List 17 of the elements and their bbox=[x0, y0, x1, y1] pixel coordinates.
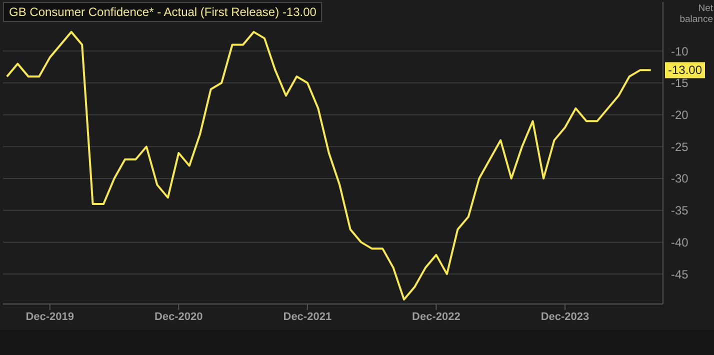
y-tick-label: -25 bbox=[671, 140, 689, 154]
annotation: -13.00 bbox=[668, 63, 702, 78]
x-tick-label: Dec-2023 bbox=[540, 310, 590, 323]
x-tick-label: Dec-2020 bbox=[154, 310, 203, 323]
line-series bbox=[6, 30, 652, 301]
y-tick-label: -40 bbox=[671, 235, 689, 250]
x-tick-label: Dec-2019 bbox=[26, 310, 74, 323]
y-tick-label: -30 bbox=[671, 172, 689, 186]
y-tick-label: -10 bbox=[671, 44, 689, 58]
y-tick-label: -45 bbox=[671, 267, 689, 282]
y-tick-label: -15 bbox=[671, 76, 689, 90]
y-axis-title: Net balance bbox=[678, 3, 713, 25]
x-tick-label: Dec-2022 bbox=[412, 310, 460, 323]
y-tick-label: -35 bbox=[671, 204, 689, 218]
chart-title: GB Consumer Confidence* - Actual (First Release) -13.00 bbox=[3, 2, 322, 22]
y-tick-label: -20 bbox=[671, 108, 689, 122]
x-tick-label: Dec-2021 bbox=[283, 310, 332, 323]
